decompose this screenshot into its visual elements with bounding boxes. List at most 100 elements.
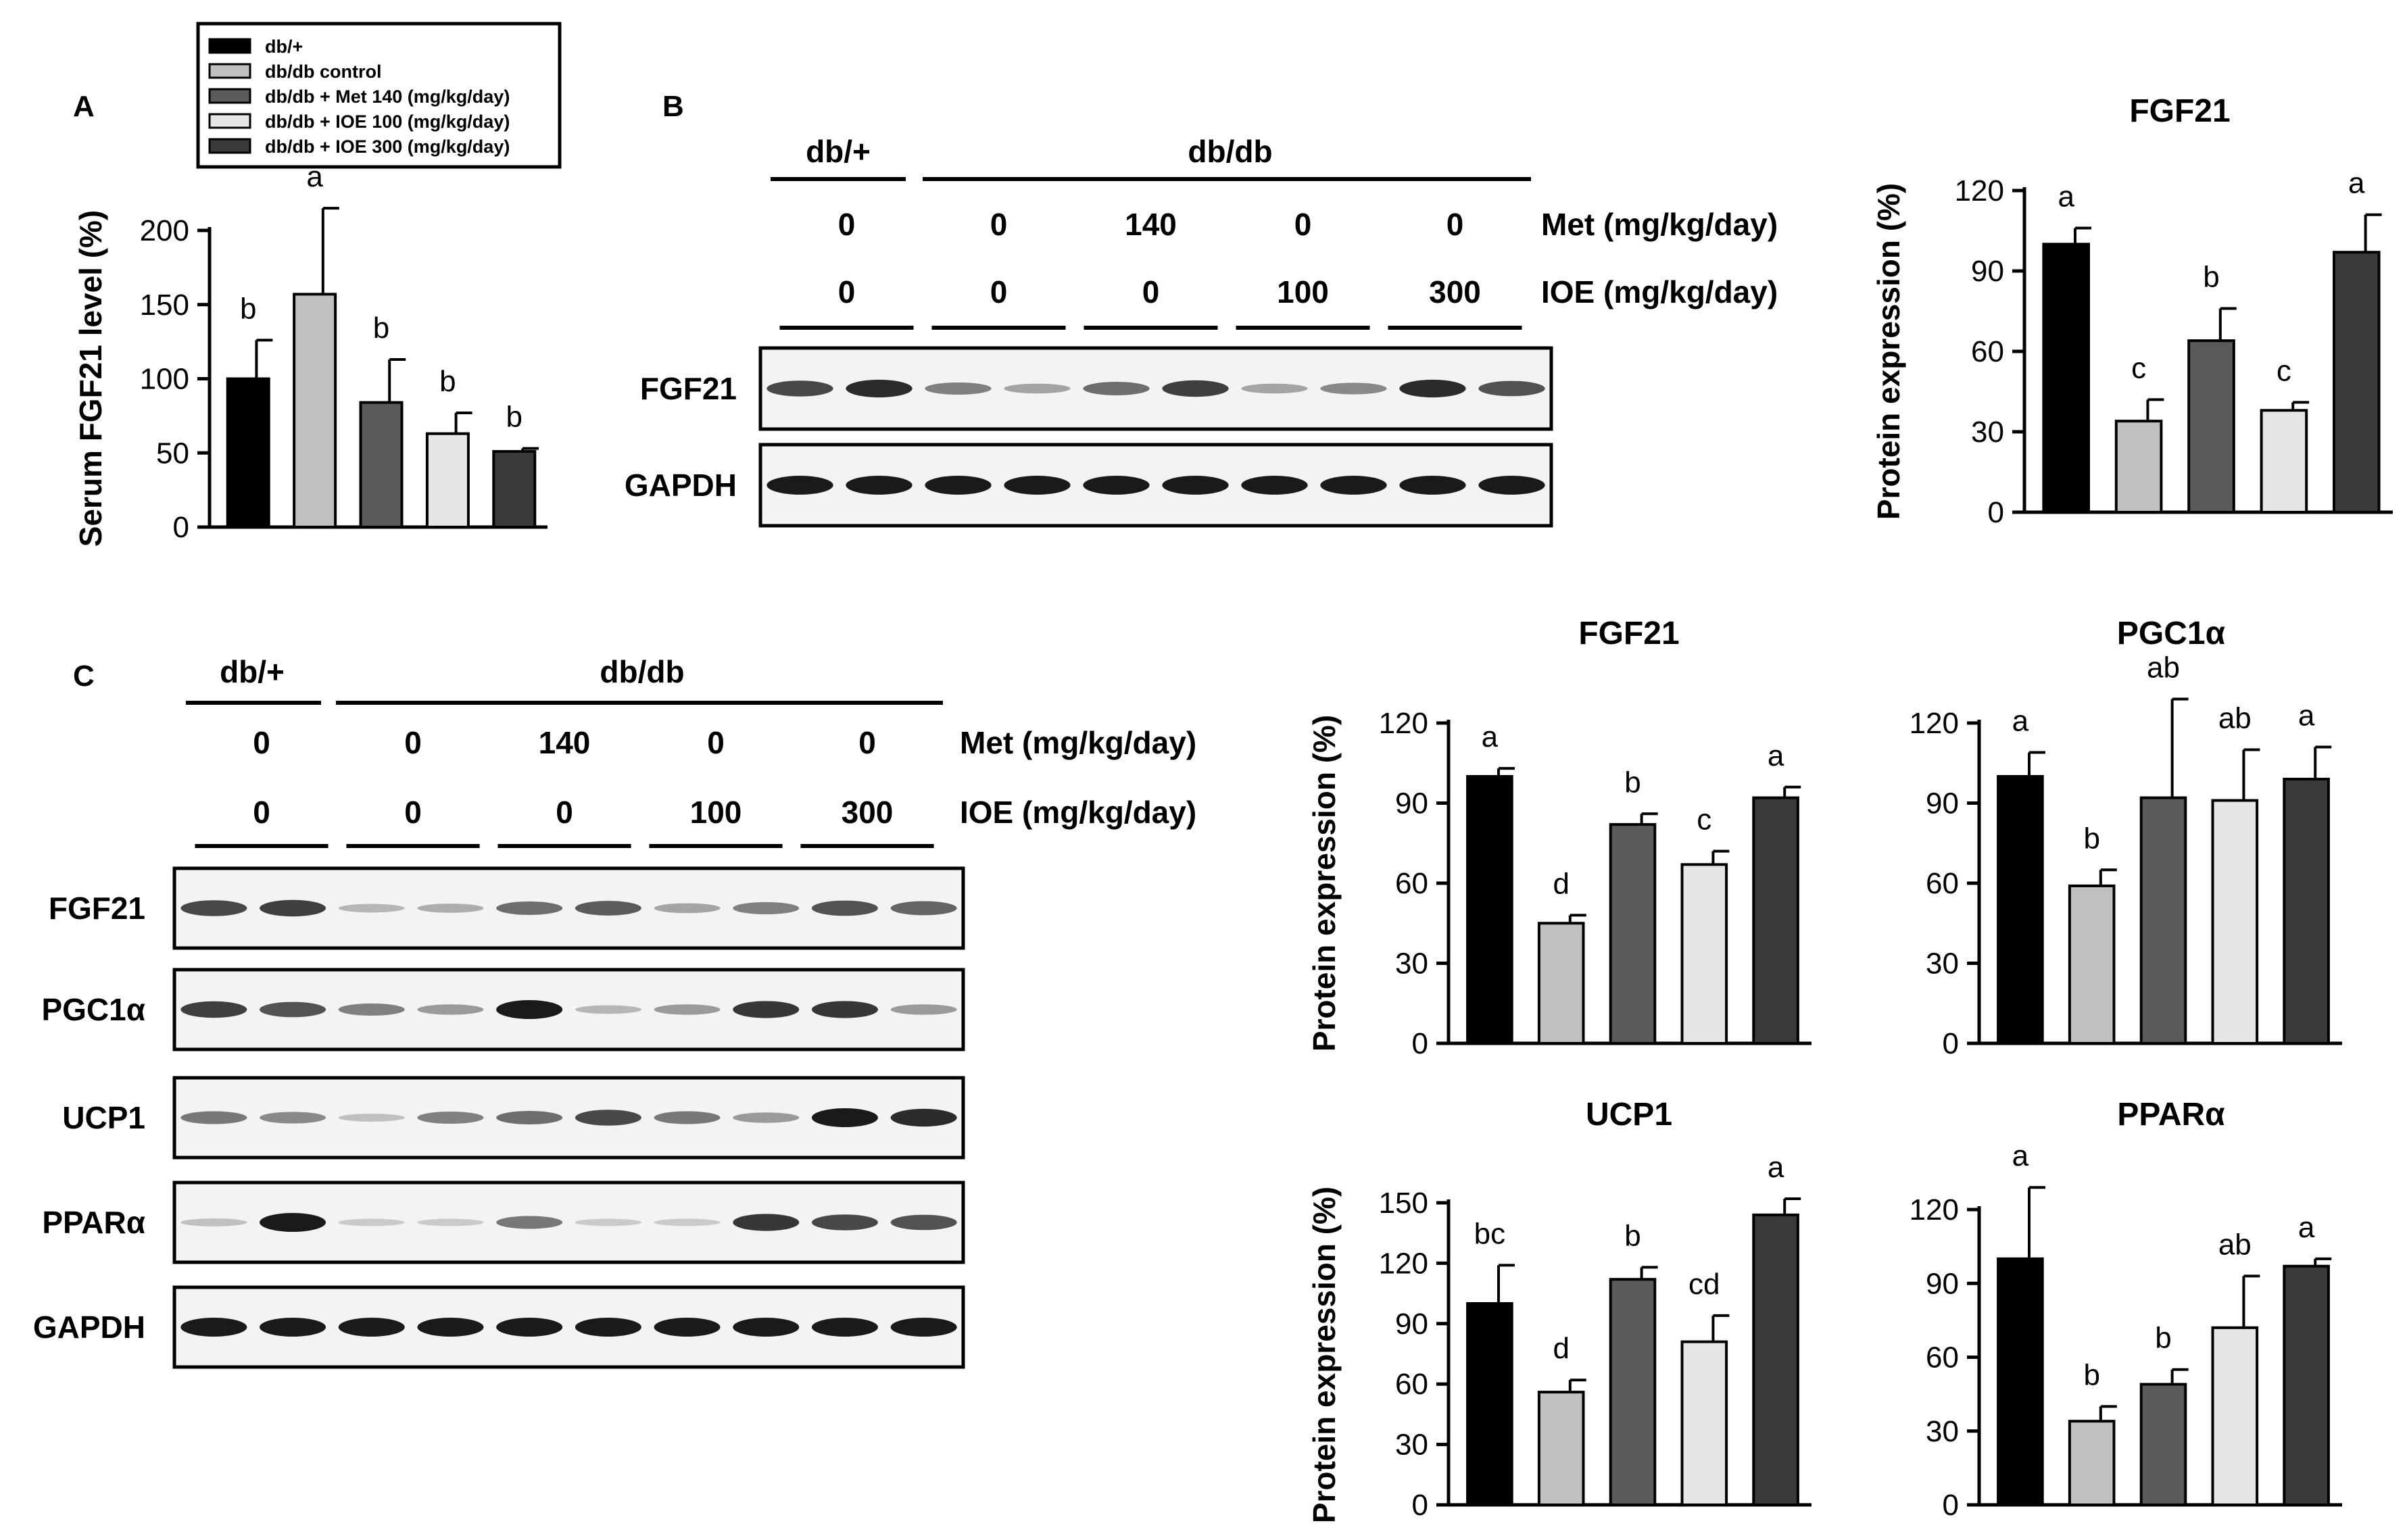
bar — [2068, 884, 2116, 1045]
blot-band — [417, 1111, 484, 1124]
met-dose-value: 0 — [990, 207, 1008, 242]
blot-band — [496, 1318, 563, 1337]
significance-letter: c — [2277, 354, 2291, 387]
blot-band — [890, 1318, 957, 1337]
legend-label-1: db/+ — [265, 36, 303, 57]
bar — [492, 450, 537, 528]
bar — [293, 293, 337, 528]
y-tick-label: 50 — [156, 437, 189, 470]
bar — [1609, 1278, 1657, 1506]
blot-band — [846, 379, 913, 398]
blot-b-group-dbplus: db/+ — [806, 134, 871, 169]
blot-band — [846, 476, 913, 495]
blot-row-label: FGF21 — [49, 891, 145, 926]
blot-band — [1004, 476, 1071, 495]
bar — [1466, 775, 1513, 1045]
blot-row-label: PGC1α — [41, 992, 145, 1027]
met-dose-value: 0 — [1446, 207, 1464, 242]
significance-letter: a — [2012, 1139, 2029, 1172]
ioe-dose-value: 0 — [838, 274, 856, 309]
y-tick-label: 90 — [1971, 255, 2004, 288]
blot-band — [496, 1000, 563, 1019]
blot-band — [1004, 383, 1071, 394]
significance-letter: a — [2298, 1211, 2315, 1244]
chart-title: PGC1α — [2117, 616, 2226, 651]
y-tick-label: 60 — [1395, 1368, 1428, 1401]
blot-band — [654, 1318, 721, 1337]
blot-band — [575, 1218, 641, 1226]
legend-swatch-4 — [208, 113, 251, 129]
significance-letter: ab — [2218, 1228, 2252, 1261]
y-tick-label: 120 — [1955, 174, 2004, 207]
blot-band — [733, 901, 800, 915]
significance-letter: cd — [1688, 1268, 1720, 1301]
significance-letter: a — [306, 160, 323, 193]
y-tick-label: 0 — [173, 511, 189, 544]
chart-b: 0 30 60 90 120 FGF21 Protein expression (%) a c b… — [1871, 93, 2393, 529]
significance-letter: a — [1768, 739, 1784, 772]
y-tick-label: 120 — [1379, 707, 1428, 740]
bar — [2283, 1264, 2330, 1506]
chart-title: UCP1 — [1586, 1097, 1672, 1133]
blot-band — [180, 1218, 247, 1226]
blot-band — [180, 1001, 247, 1018]
significance-letter: b — [2203, 261, 2219, 294]
blot-band — [733, 1318, 800, 1337]
y-tick-label: 60 — [1395, 867, 1428, 900]
blot-band — [654, 1004, 721, 1015]
blot-band — [338, 903, 405, 913]
blot-band — [1241, 476, 1308, 495]
ioe-dose-value: 300 — [1429, 274, 1481, 309]
y-tick-label: 0 — [1988, 496, 2004, 529]
blot-band — [575, 1005, 641, 1014]
blot-band — [733, 1001, 800, 1018]
blot-band — [338, 1318, 405, 1337]
bar — [2187, 339, 2235, 514]
bar — [2211, 1326, 2259, 1507]
significance-letter: d — [1553, 1332, 1569, 1365]
blot-band — [496, 1216, 563, 1229]
significance-letter: b — [2083, 822, 2099, 855]
chart-title: FGF21 — [1578, 616, 1679, 651]
bar — [1609, 823, 1657, 1045]
legend-label-5: db/db + IOE 300 (mg/kg/day) — [265, 136, 510, 157]
blot-band — [890, 1214, 957, 1231]
blot-band — [575, 1110, 641, 1126]
y-tick-label: 120 — [1910, 707, 1959, 740]
met-dose-value: 140 — [1125, 207, 1177, 242]
y-tick-label: 0 — [1412, 1489, 1428, 1522]
significance-letter: a — [1482, 720, 1499, 753]
met-dose-value: 140 — [539, 725, 591, 760]
blot-band — [733, 1112, 800, 1123]
significance-letter: b — [2083, 1358, 2099, 1391]
legend-swatch-1 — [208, 38, 251, 54]
blot-band — [925, 382, 992, 395]
y-tick-label: 0 — [1943, 1489, 1959, 1522]
blot-band — [260, 1001, 326, 1018]
significance-letter: b — [240, 292, 256, 325]
y-tick-label: 90 — [1395, 787, 1428, 820]
significance-letter: b — [506, 401, 522, 434]
bar — [1752, 796, 1799, 1045]
chart-a: 0 50 100 150 200 Serum FGF21 level (%) b a b b b — [73, 160, 548, 547]
significance-letter: b — [2155, 1322, 2171, 1355]
blot-band — [1478, 476, 1545, 495]
blot-band — [1478, 380, 1545, 397]
significance-letter: a — [2058, 180, 2074, 214]
significance-letter: a — [2348, 167, 2365, 200]
blot-band — [811, 1001, 878, 1018]
blot-band — [260, 1112, 326, 1124]
blot-row-label: UCP1 — [62, 1100, 145, 1135]
blot-band — [654, 903, 721, 914]
blot-band — [338, 1114, 405, 1122]
y-axis-label: Serum FGF21 level (%) — [73, 210, 108, 547]
blot-band — [1083, 476, 1150, 495]
chart-title: FGF21 — [2129, 93, 2230, 129]
legend: db/+ db/db control db/db + Met 140 (mg/kg/… — [196, 22, 562, 169]
blot-b-met-label: Met (mg/kg/day) — [1541, 207, 1778, 242]
blot-band — [338, 1218, 405, 1226]
blot-row-label: FGF21 — [640, 371, 737, 406]
panel-label-a: A — [73, 90, 95, 123]
blot-band — [260, 1318, 326, 1337]
